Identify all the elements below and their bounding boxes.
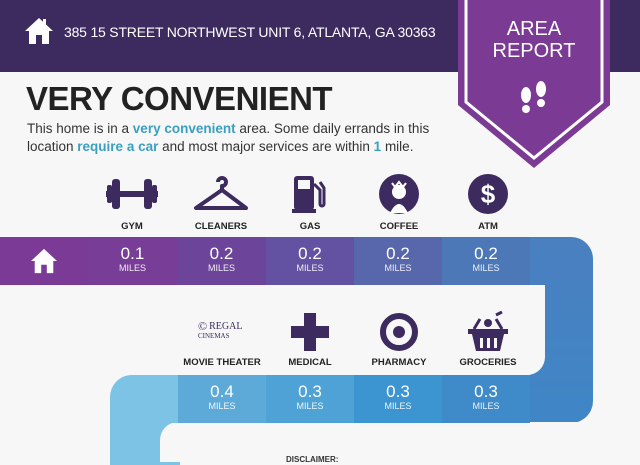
target-icon — [369, 310, 429, 354]
path-connector — [160, 375, 178, 423]
distance-medical: 0.3 MILES — [266, 375, 354, 423]
description: This home is in a very convenient area. … — [27, 121, 430, 154]
grocery-basket-icon — [458, 310, 518, 354]
starbucks-logo-icon — [369, 172, 429, 216]
distance-gas: 0.2 MILES — [266, 237, 354, 285]
dollar-icon: $ — [458, 172, 518, 216]
gas-pump-icon — [280, 172, 340, 216]
distance-groceries: 0.3 MILES — [442, 375, 530, 423]
distance-pharmacy: 0.3 MILES — [354, 375, 442, 423]
label-gym: GYM — [121, 221, 143, 232]
label-pharmacy: PHARMACY — [371, 357, 427, 368]
area-report-badge — [458, 0, 610, 168]
home-start-cell — [0, 237, 88, 285]
lower-panel — [160, 422, 640, 462]
page-title: VERY CONVENIENT — [26, 80, 333, 117]
footprints-icon — [521, 81, 546, 113]
distance-movie-theater: 0.4 MILES — [178, 375, 266, 423]
label-movie-theater: MOVIE THEATER — [183, 357, 261, 368]
distance-gym: 0.1 MILES — [88, 237, 177, 285]
dumbbell-icon — [102, 172, 162, 216]
middle-panel — [0, 285, 545, 375]
label-atm: ATM — [478, 221, 498, 232]
distance-coffee: 0.2 MILES — [354, 237, 442, 285]
hanger-icon — [191, 172, 251, 216]
svg-text:$: $ — [481, 179, 496, 209]
label-gas: GAS — [299, 221, 321, 232]
label-coffee: COFFEE — [379, 221, 419, 232]
property-address: 385 15 STREET NORTHWEST UNIT 6, ATLANTA,… — [64, 24, 436, 40]
label-medical: MEDICAL — [288, 357, 332, 368]
label-cleaners: CLEANERS — [194, 221, 248, 232]
distance-cleaners: 0.2 MILES — [177, 237, 266, 285]
label-groceries: GROCERIES — [459, 357, 517, 368]
home-icon — [25, 18, 53, 44]
regal-cinemas-logo: © REGAL CINEMAS — [198, 319, 243, 340]
distance-atm: 0.2 MILES — [442, 237, 530, 285]
badge-text: AREA REPORT — [492, 18, 576, 62]
medical-cross-icon — [280, 310, 340, 354]
disclaimer: DISCLAIMER: — [286, 455, 339, 464]
